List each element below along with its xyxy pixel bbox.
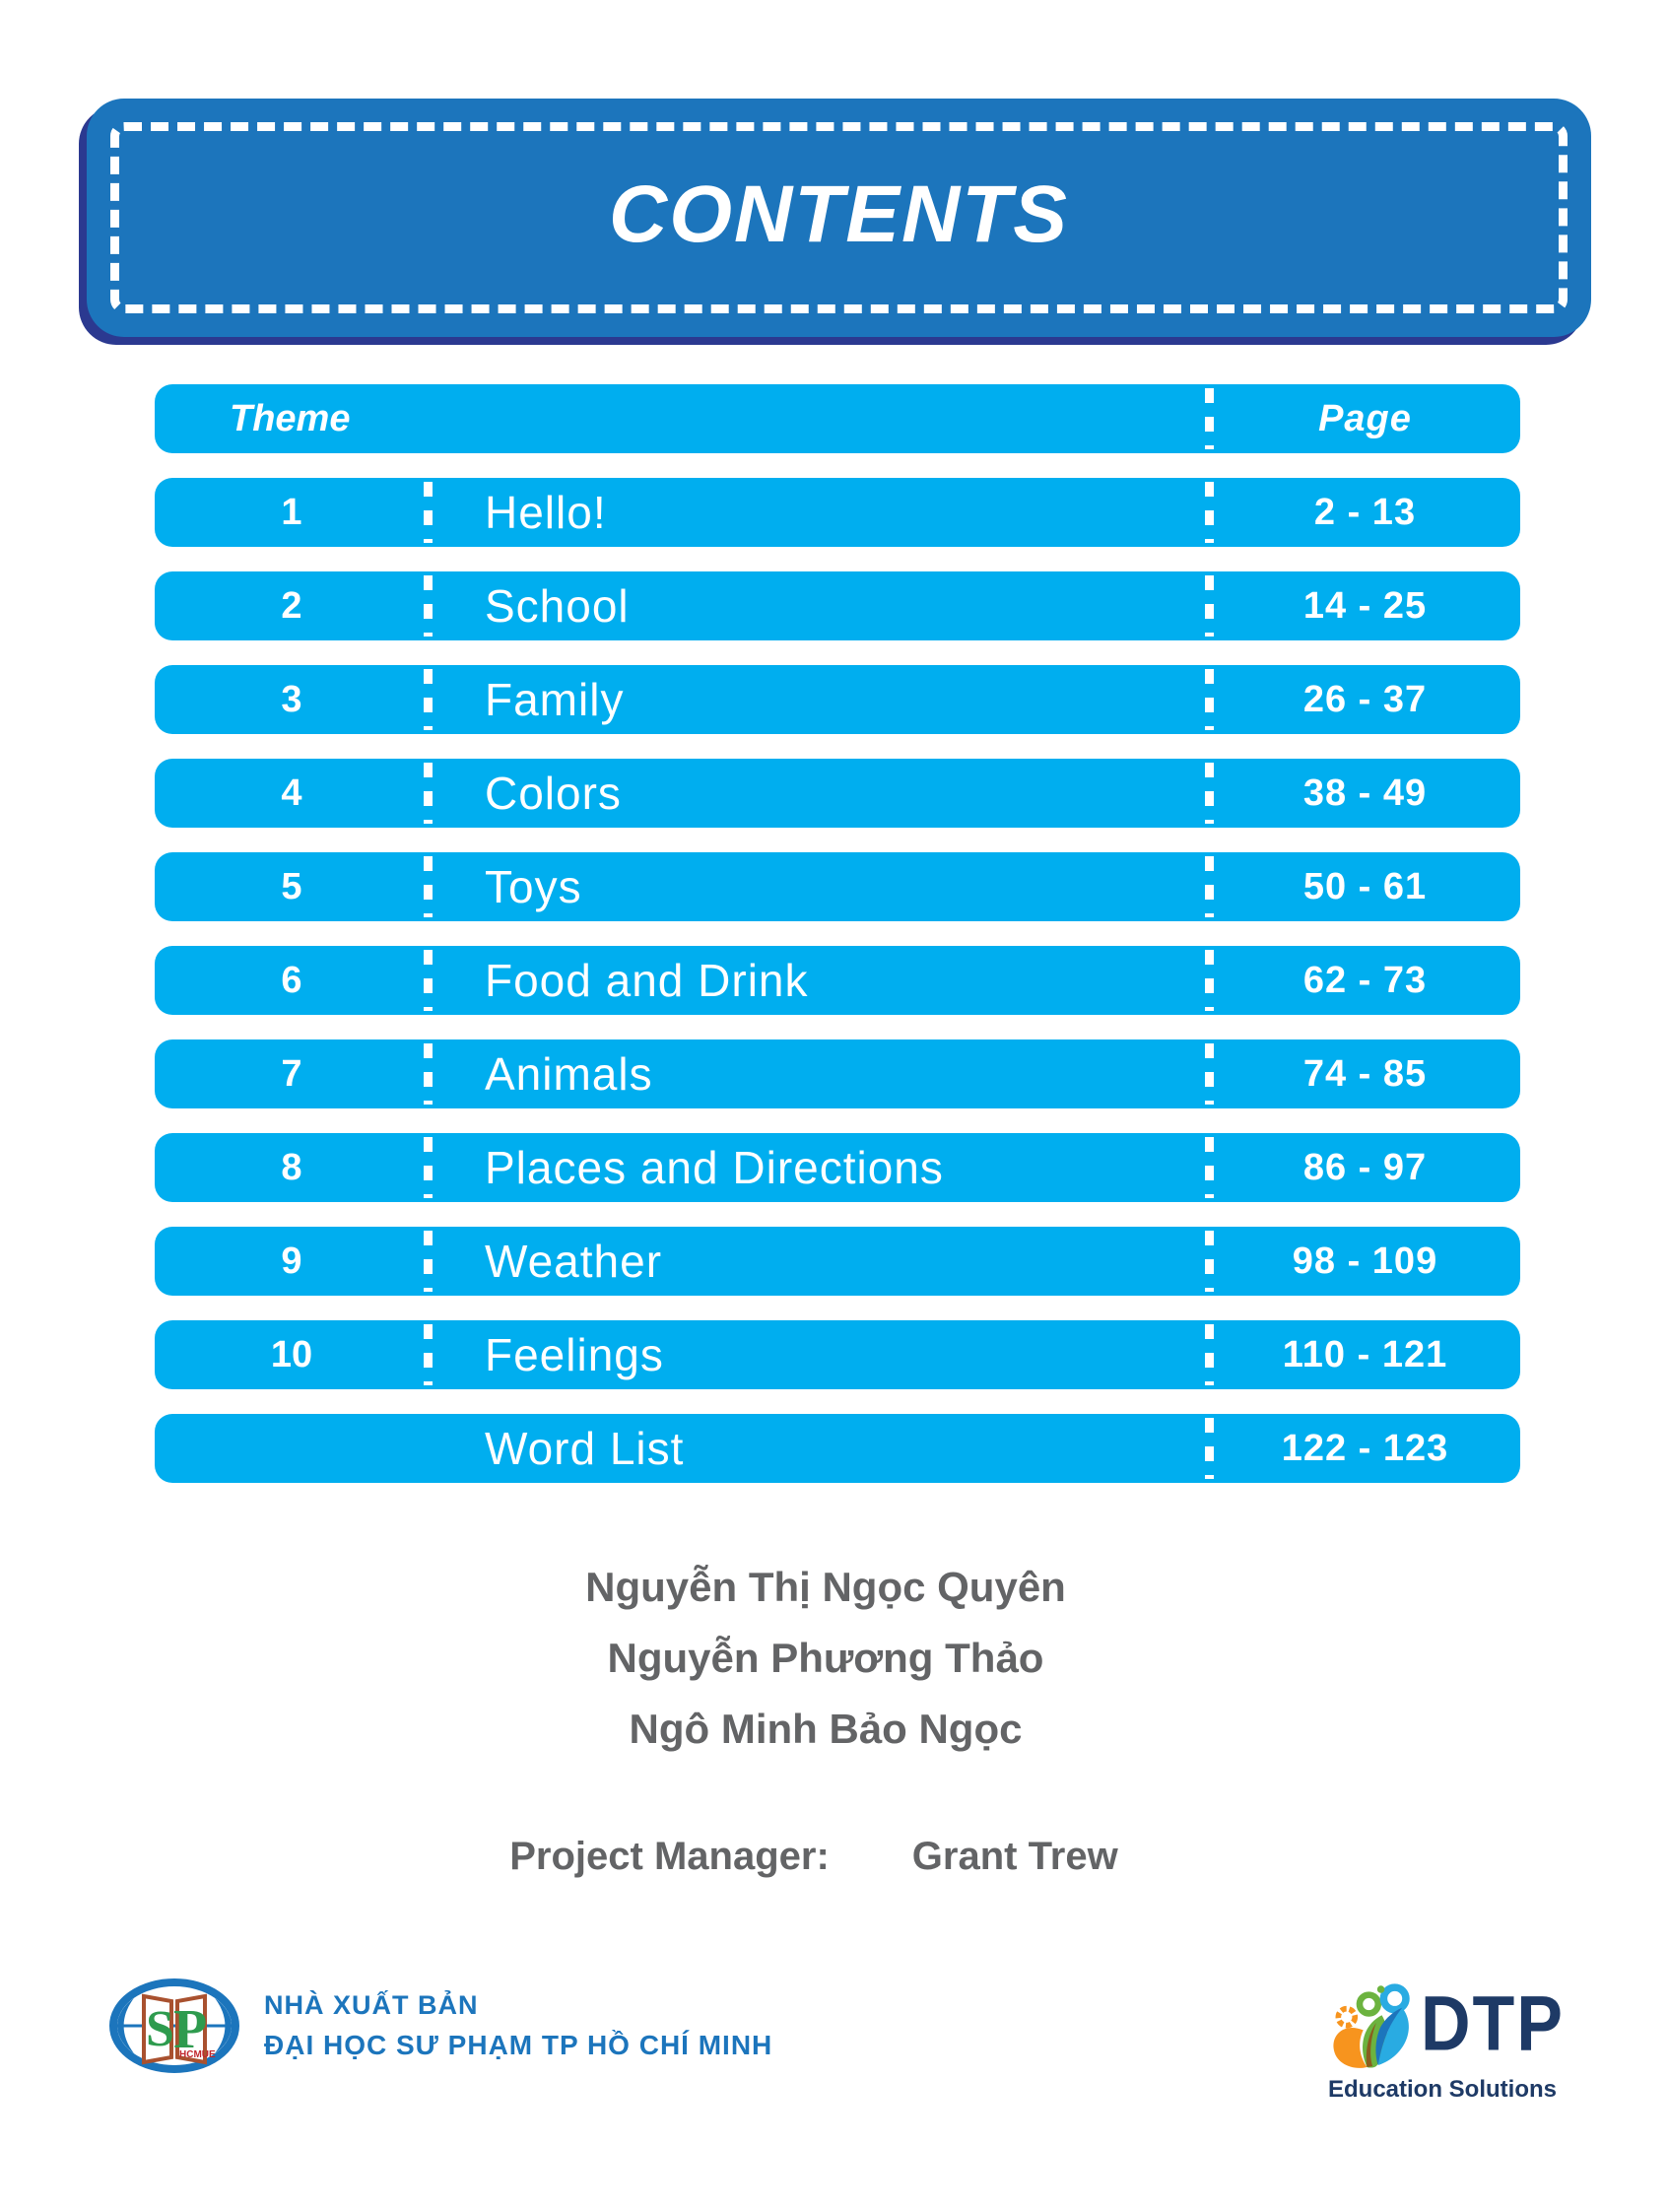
dashed-separator: [424, 482, 433, 543]
table-row: 3 Family 26 - 37: [155, 665, 1520, 734]
dashed-separator: [424, 575, 433, 637]
page-title: CONTENTS: [609, 169, 1069, 259]
dashed-separator: [1205, 1137, 1214, 1198]
theme-number: 3: [281, 678, 302, 720]
theme-name: School: [485, 580, 630, 632]
page-range: 74 - 85: [1302, 1052, 1428, 1095]
theme-number: 7: [281, 1052, 302, 1095]
page-range: 98 - 109: [1292, 1240, 1438, 1282]
dashed-separator: [424, 1137, 433, 1198]
table-row: 8 Places and Directions 86 - 97: [155, 1133, 1520, 1202]
table-row: 9 Weather 98 - 109: [155, 1227, 1520, 1296]
svg-text:S: S: [146, 2001, 174, 2057]
dashed-separator: [1205, 950, 1214, 1011]
theme-name: Word List: [485, 1423, 685, 1474]
page-range: 86 - 97: [1302, 1146, 1428, 1188]
theme-number: 4: [281, 771, 302, 814]
sp-globe-icon: S P HCMUE: [109, 1978, 239, 2073]
table-row: Word List 122 - 123: [155, 1414, 1520, 1483]
dashed-separator: [1205, 482, 1214, 543]
page-range: 2 - 13: [1313, 491, 1417, 533]
author-name: Ngô Minh Bảo Ngọc: [629, 1706, 1023, 1752]
dashed-separator: [424, 1043, 433, 1105]
dashed-separator: [424, 950, 433, 1011]
dashed-separator: [1205, 388, 1214, 449]
theme-number: 2: [281, 584, 302, 627]
page-range: 62 - 73: [1302, 959, 1428, 1001]
dtp-tagline: Education Solutions: [1328, 2076, 1557, 2103]
page-column-header: Page: [1318, 397, 1412, 439]
theme-number: 1: [281, 491, 302, 533]
theme-number: 9: [281, 1240, 302, 1282]
table-row: 5 Toys 50 - 61: [155, 852, 1520, 921]
publisher-line2: ĐẠI HỌC SƯ PHẠM TP HỒ CHÍ MINH: [264, 2030, 773, 2060]
theme-number: 8: [281, 1146, 302, 1188]
dashed-separator: [424, 1231, 433, 1292]
author-name: Nguyễn Thị Ngọc Quyên: [585, 1564, 1066, 1610]
theme-number: 5: [281, 865, 302, 907]
table-header-row: Theme Page: [155, 384, 1520, 453]
dashed-separator: [424, 669, 433, 730]
dashed-separator: [1205, 575, 1214, 637]
page-range: 26 - 37: [1302, 678, 1428, 720]
page-range: 38 - 49: [1302, 771, 1428, 814]
table-row: 10 Feelings 110 - 121: [155, 1320, 1520, 1389]
theme-name: Places and Directions: [485, 1142, 944, 1193]
page-range: 50 - 61: [1302, 865, 1428, 907]
table-row: 1 Hello! 2 - 13: [155, 478, 1520, 547]
table-row: 6 Food and Drink 62 - 73: [155, 946, 1520, 1015]
dashed-separator: [1205, 1418, 1214, 1479]
theme-name: Colors: [485, 768, 622, 819]
dtp-logo: DTP Education Solutions: [1328, 1966, 1565, 2104]
theme-name: Animals: [485, 1048, 653, 1100]
dtp-family-icon: [1333, 1983, 1410, 2068]
dashed-separator: [1205, 669, 1214, 730]
page-range: 110 - 121: [1282, 1333, 1448, 1375]
page-range: 122 - 123: [1281, 1427, 1449, 1469]
theme-number: 6: [281, 959, 302, 1001]
theme-name: Weather: [485, 1236, 663, 1287]
table-row: 2 School 14 - 25: [155, 571, 1520, 640]
dashed-separator: [1205, 763, 1214, 824]
project-manager-row: Project Manager: Grant Trew: [0, 1835, 1628, 1879]
svg-text:HCMUE: HCMUE: [179, 2049, 216, 2060]
dtp-wordmark: DTP: [1421, 1979, 1565, 2067]
project-manager-name: Grant Trew: [911, 1835, 1118, 1878]
contents-table: Theme Page 1 Hello! 2 - 13 2 School 14 -…: [155, 384, 1520, 1508]
dashed-separator: [424, 856, 433, 917]
theme-name: Feelings: [485, 1329, 664, 1380]
contents-banner: CONTENTS: [87, 99, 1591, 337]
theme-name: Family: [485, 674, 625, 725]
theme-column-header: Theme: [230, 397, 351, 439]
page-range: 14 - 25: [1302, 584, 1428, 627]
dashed-separator: [1205, 1231, 1214, 1292]
dashed-separator: [424, 763, 433, 824]
table-row: 7 Animals 74 - 85: [155, 1039, 1520, 1108]
author-name: Nguyễn Phương Thảo: [607, 1635, 1044, 1681]
dashed-separator: [1205, 856, 1214, 917]
publisher-line1: NHÀ XUẤT BẢN: [264, 1990, 479, 2020]
theme-name: Food and Drink: [485, 955, 809, 1006]
dashed-separator: [424, 1324, 433, 1385]
theme-number: 10: [270, 1333, 313, 1375]
project-manager-label: Project Manager:: [509, 1835, 830, 1878]
publisher-logo: S P HCMUE NHÀ XUẤT BẢN ĐẠI HỌC SƯ PHẠM T…: [108, 1978, 772, 2073]
dashed-separator: [1205, 1043, 1214, 1105]
theme-name: Hello!: [485, 487, 607, 538]
authors-block: Nguyễn Thị Ngọc Quyên Nguyễn Phương Thảo…: [0, 1552, 1651, 1765]
svg-text:P: P: [173, 1999, 207, 2060]
dashed-separator: [1205, 1324, 1214, 1385]
theme-name: Toys: [485, 861, 582, 912]
table-row: 4 Colors 38 - 49: [155, 759, 1520, 828]
